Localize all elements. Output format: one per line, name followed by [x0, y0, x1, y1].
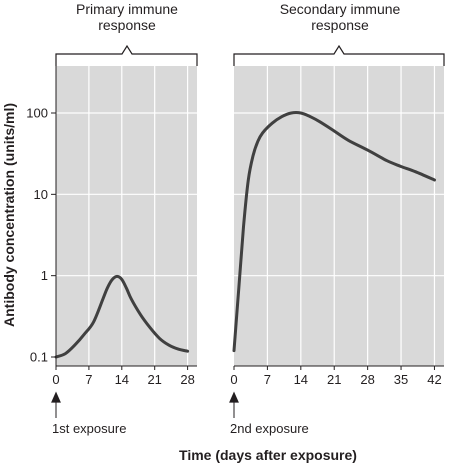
- x-axis-title: Time (days after exposure): [179, 447, 357, 463]
- secondary-x-tick-label: 0: [230, 372, 237, 387]
- primary-response-panel: [54, 66, 197, 366]
- secondary-title-line1: Secondary immune: [280, 1, 401, 17]
- primary-plot-background: [56, 66, 197, 366]
- primary-x-tick-label: 14: [115, 372, 129, 387]
- secondary-plot-background: [234, 66, 444, 366]
- first-exposure-label: 1st exposure: [52, 421, 126, 436]
- secondary-x-tick-label: 21: [327, 372, 341, 387]
- y-tick-label: 1: [41, 268, 48, 283]
- first-exposure-arrow: [51, 391, 61, 418]
- y-axis: 0.1 1 10 100: [26, 66, 57, 366]
- secondary-antibody-curve: [232, 111, 436, 353]
- second-exposure-arrow: [229, 391, 239, 418]
- y-tick-label: 0.1: [30, 350, 48, 365]
- primary-x-axis: 0 7 14 21 28: [52, 365, 197, 387]
- primary-x-tick-label: 28: [180, 372, 194, 387]
- y-tick-label: 10: [34, 187, 48, 202]
- secondary-x-tick-label: 35: [394, 372, 408, 387]
- primary-brace: [55, 44, 198, 66]
- primary-x-tick-label: 7: [85, 372, 92, 387]
- secondary-brace: [233, 44, 445, 66]
- y-axis-title: Antibody concentration (units/ml): [1, 103, 17, 327]
- secondary-x-tick-label: 42: [427, 372, 441, 387]
- secondary-title-line2: response: [311, 17, 369, 33]
- secondary-x-tick-label: 28: [360, 372, 374, 387]
- secondary-response-panel: [232, 66, 444, 366]
- second-exposure-label: 2nd exposure: [230, 421, 309, 436]
- primary-x-tick-label: 0: [52, 372, 59, 387]
- primary-title-line2: response: [98, 17, 156, 33]
- secondary-x-tick-label: 14: [294, 372, 308, 387]
- y-tick-label: 100: [26, 106, 48, 121]
- secondary-x-tick-label: 7: [264, 372, 271, 387]
- primary-antibody-curve: [54, 274, 190, 359]
- secondary-x-axis: 0 7 14 21 28 35 42: [230, 365, 444, 387]
- primary-x-tick-label: 21: [147, 372, 161, 387]
- primary-title-line1: Primary immune: [76, 1, 178, 17]
